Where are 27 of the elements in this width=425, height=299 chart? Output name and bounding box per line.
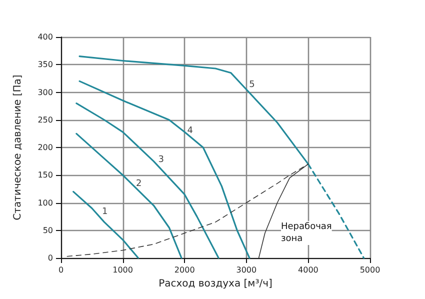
annotation: 4 (187, 126, 194, 136)
y-tick-label: 0 (48, 254, 53, 262)
y-tick-label: 250 (38, 115, 53, 124)
x-tick-label: 1000 (112, 266, 133, 274)
y-tick-label: 150 (38, 170, 53, 180)
x-axis-title: Расход воздуха [м³/ч] (158, 278, 272, 290)
y-tick-label: 350 (38, 60, 53, 70)
x-tick-label: 5000 (360, 266, 380, 274)
x-tick-label: 4000 (298, 266, 318, 274)
x-tick-label: 3000 (236, 266, 257, 274)
line-series (78, 80, 250, 259)
y-tick-label: 400 (38, 32, 53, 42)
y-tick-label: 100 (38, 198, 53, 208)
line-series (76, 102, 220, 259)
y-tick-label: 300 (38, 88, 53, 97)
annotation: 5 (249, 80, 255, 90)
annotation: 2 (136, 178, 142, 189)
y-axis-title: Статическое давление [Па] (12, 74, 24, 220)
x-tick-label: 2000 (174, 266, 195, 274)
line-series (76, 132, 182, 259)
y-tick-label: 50 (42, 226, 53, 235)
annotation: Нерабочая зона (281, 222, 332, 244)
line-series (72, 190, 140, 259)
y-tick-label: 200 (38, 143, 53, 152)
x-tick-label: 0 (58, 266, 64, 274)
annotation: 3 (158, 155, 164, 166)
annotation: 1 (102, 207, 108, 218)
